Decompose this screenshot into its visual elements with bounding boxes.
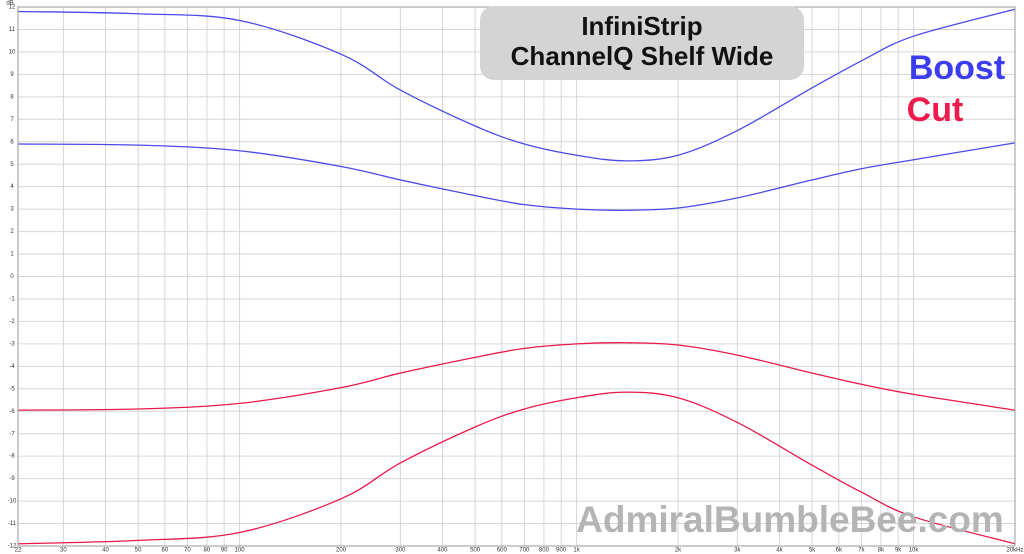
y-tick-label: -3	[9, 341, 15, 347]
x-tick-label: 50	[135, 548, 142, 554]
x-tick-label: 2k	[675, 548, 682, 554]
y-tick-label: -12	[8, 544, 17, 550]
x-tick-label: 22	[15, 548, 22, 554]
y-tick-label: -8	[9, 454, 15, 460]
response-curve	[17, 391, 1016, 545]
x-tick-label: 800	[539, 548, 550, 554]
y-tick-label: 2	[10, 229, 14, 235]
x-tick-label: 1k	[573, 548, 580, 554]
x-tick-label: 7k	[858, 548, 865, 554]
x-tick-label: 3k	[734, 548, 741, 554]
response-curve	[17, 142, 1016, 211]
y-tick-label: 7	[10, 117, 14, 123]
x-tick-label: 8k	[878, 548, 885, 554]
x-tick-label: 40	[102, 548, 109, 554]
x-tick-label: 90	[221, 548, 228, 554]
y-tick-label: 12	[9, 5, 16, 11]
x-tick-label: 4k	[776, 548, 783, 554]
x-tick-label: 70	[184, 548, 191, 554]
x-tick-label: 10k	[909, 548, 920, 554]
y-tick-label: -5	[9, 386, 15, 392]
y-tick-label: -11	[8, 521, 17, 527]
y-tick-label: -4	[9, 364, 15, 370]
x-tick-label: 300	[395, 548, 406, 554]
x-tick-label: 600	[497, 548, 508, 554]
x-tick-label: 5k	[809, 548, 816, 554]
y-tick-label: -1	[9, 297, 15, 303]
x-tick-label: 60	[161, 548, 168, 554]
y-tick-label: 0	[10, 274, 14, 280]
y-tick-label: 5	[10, 162, 14, 168]
legend-entry: Boost	[909, 49, 1005, 87]
chart-title: InfiniStrip	[581, 11, 702, 41]
y-tick-label: 4	[10, 184, 14, 190]
x-tick-label: 900	[556, 548, 567, 554]
title-box	[480, 6, 804, 80]
x-tick-label: 700	[519, 548, 530, 554]
y-tick-label: 3	[10, 207, 14, 213]
y-tick-label: -7	[9, 431, 15, 437]
legend-entry: Cut	[907, 91, 964, 129]
watermark: AdmiralBumbleBee.com	[576, 499, 1004, 540]
y-tick-label: 6	[10, 139, 14, 145]
y-tick-label: 10	[9, 49, 16, 55]
response-curve	[17, 8, 1016, 162]
y-tick-label: -10	[8, 499, 17, 505]
x-tick-label: 9k	[895, 548, 902, 554]
response-curve	[17, 342, 1016, 411]
y-tick-label: -6	[9, 409, 15, 415]
y-tick-label: -9	[9, 476, 15, 482]
y-axis-label: dB	[6, 1, 13, 7]
x-tick-label: 400	[437, 548, 448, 554]
chart-subtitle: ChannelQ Shelf Wide	[511, 41, 774, 71]
x-tick-label: 500	[470, 548, 481, 554]
x-tick-label: 80	[204, 548, 211, 554]
y-tick-label: 9	[10, 72, 14, 78]
y-tick-label: 1	[10, 252, 14, 258]
y-tick-label: 11	[9, 27, 16, 33]
x-tick-label: 20kHz	[1006, 548, 1023, 554]
x-tick-label: 200	[336, 548, 347, 554]
x-tick-label: 6k	[836, 548, 843, 554]
y-tick-label: -2	[9, 319, 15, 325]
y-tick-label: 8	[10, 94, 14, 100]
x-tick-label: 30	[60, 548, 67, 554]
x-tick-label: 100	[235, 548, 246, 554]
